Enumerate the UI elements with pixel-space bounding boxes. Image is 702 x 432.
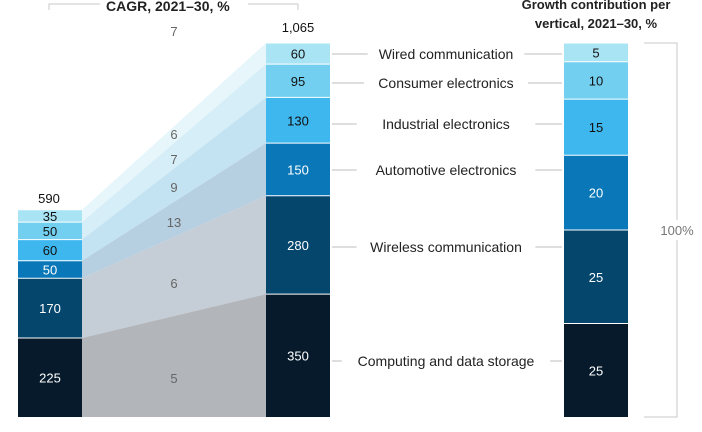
- right-title-line2: vertical, 2021–30, %: [535, 16, 658, 31]
- bar-2021-value: 225: [39, 370, 61, 385]
- flow-areas: [82, 43, 266, 417]
- cagr-label: 9: [170, 180, 177, 195]
- contribution-segment: [564, 61, 628, 100]
- top-cagr-label: 7: [170, 24, 177, 39]
- contribution-value: 20: [589, 186, 603, 201]
- contribution-segment: [564, 43, 628, 62]
- contribution-segment: [564, 155, 628, 230]
- flow-consumer-electronics: [82, 64, 266, 240]
- contribution-value: 5: [592, 45, 599, 60]
- right-title-line1: Growth contribution per: [522, 0, 671, 12]
- contribution-value: 10: [589, 73, 603, 88]
- bar-2021-segment: [18, 337, 82, 417]
- bar-2021-segment: [18, 222, 82, 240]
- cagr-label: 7: [170, 152, 177, 167]
- bar-2030-total: 1,065: [282, 20, 315, 35]
- flow-wired-communication: [82, 43, 266, 223]
- bar-2021-total: 590: [38, 191, 60, 206]
- cagr-label: 5: [170, 371, 177, 386]
- category-label: Industrial electronics: [382, 116, 510, 132]
- contribution-value: 25: [589, 363, 603, 378]
- bar-2030-segment: [266, 294, 330, 417]
- labels: CAGR, 2021–30, % Growth contribution per…: [38, 0, 700, 418]
- bar-2030-segment: [266, 43, 330, 65]
- bar-2030-segment: [266, 143, 330, 196]
- bar-2030-segment: [266, 195, 330, 295]
- bar-2030-value: 280: [287, 238, 309, 253]
- cagr-label: 6: [170, 127, 177, 142]
- bar-2021-value: 50: [43, 263, 57, 278]
- flow-wireless-communication: [82, 195, 266, 338]
- bar-2030-value: 95: [291, 74, 305, 89]
- bar-2021-segment: [18, 239, 82, 261]
- contribution-segment: [564, 323, 628, 417]
- bar-2021-segment: [18, 260, 82, 279]
- bar-2030-segment: [266, 64, 330, 98]
- bar-2030-value: 350: [287, 349, 309, 364]
- bar-2030-segment: [266, 97, 330, 144]
- category-label: Consumer electronics: [378, 75, 513, 91]
- contribution-segment: [564, 99, 628, 156]
- flow-industrial-electronics: [82, 97, 266, 261]
- cagr-label: 6: [170, 276, 177, 291]
- bar-2030-value: 150: [287, 162, 309, 177]
- bar-2021-value: 170: [39, 301, 61, 316]
- category-label: Computing and data storage: [358, 353, 535, 369]
- contribution-value: 25: [589, 270, 603, 285]
- category-label: Wired communication: [379, 46, 514, 62]
- cagr-title: CAGR, 2021–30, %: [106, 0, 230, 14]
- flow-automotive-electronics: [82, 143, 266, 279]
- category-label: Automotive electronics: [376, 162, 517, 178]
- contribution-segment: [564, 230, 628, 324]
- bar-2021-value: 60: [43, 243, 57, 258]
- category-label: Wireless communication: [370, 239, 522, 255]
- cagr-bracket: [48, 3, 299, 10]
- bar-2030-value: 60: [291, 47, 305, 62]
- bars: [18, 42, 628, 417]
- bar-2021-segment: [18, 278, 82, 338]
- bar-2021-value: 50: [43, 224, 57, 239]
- cagr-label: 13: [167, 215, 181, 230]
- contribution-value: 15: [589, 120, 603, 135]
- total-contribution-label: 100%: [660, 223, 694, 238]
- bar-2030-value: 130: [287, 113, 309, 128]
- flow-computing-and-data-storage: [82, 294, 266, 417]
- bar-2021-segment: [18, 209, 82, 223]
- bar-2021-value: 35: [43, 209, 57, 224]
